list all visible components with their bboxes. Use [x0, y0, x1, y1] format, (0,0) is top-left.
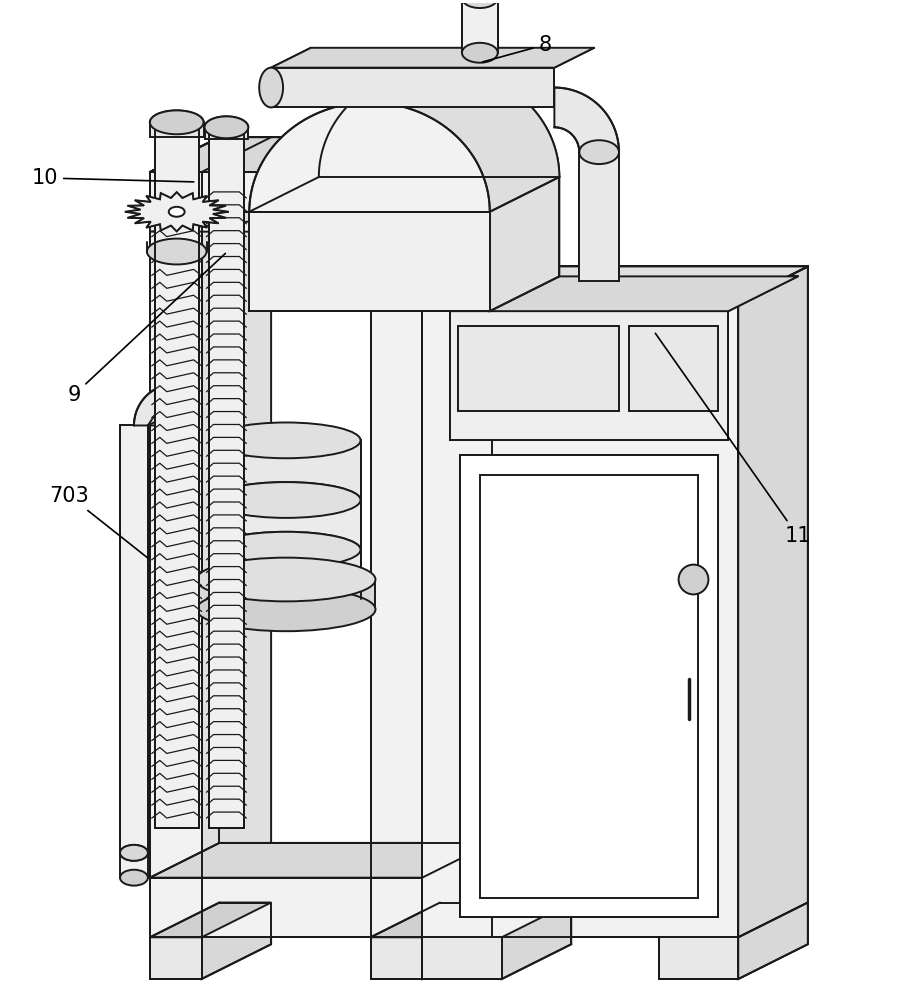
Ellipse shape — [120, 845, 148, 861]
Polygon shape — [422, 843, 492, 937]
Polygon shape — [371, 937, 422, 979]
Polygon shape — [422, 301, 738, 937]
Polygon shape — [450, 276, 798, 311]
Ellipse shape — [462, 43, 497, 63]
Ellipse shape — [211, 482, 361, 518]
Ellipse shape — [205, 116, 248, 138]
Ellipse shape — [149, 110, 204, 134]
Polygon shape — [271, 68, 554, 107]
Polygon shape — [490, 177, 559, 311]
Ellipse shape — [579, 140, 619, 164]
Polygon shape — [134, 384, 176, 425]
Text: 703: 703 — [50, 486, 148, 558]
Polygon shape — [211, 550, 361, 599]
Polygon shape — [450, 311, 728, 440]
Ellipse shape — [205, 116, 248, 138]
Polygon shape — [125, 192, 228, 231]
Polygon shape — [149, 172, 422, 212]
Polygon shape — [208, 127, 245, 828]
Polygon shape — [249, 68, 559, 212]
Polygon shape — [149, 843, 492, 878]
Polygon shape — [422, 903, 492, 979]
Text: 8: 8 — [483, 35, 552, 62]
Polygon shape — [371, 903, 492, 937]
Polygon shape — [271, 48, 594, 68]
Polygon shape — [490, 266, 808, 301]
Polygon shape — [422, 137, 492, 937]
Ellipse shape — [211, 532, 361, 568]
Polygon shape — [371, 172, 422, 937]
Polygon shape — [205, 127, 248, 139]
Polygon shape — [197, 580, 375, 609]
Polygon shape — [149, 122, 204, 137]
Polygon shape — [738, 903, 808, 979]
Ellipse shape — [149, 110, 204, 134]
Polygon shape — [211, 500, 361, 550]
Polygon shape — [579, 152, 619, 281]
Polygon shape — [149, 137, 271, 172]
Ellipse shape — [679, 565, 708, 594]
Polygon shape — [149, 878, 422, 937]
Polygon shape — [211, 440, 361, 500]
Text: 9: 9 — [68, 253, 226, 405]
Polygon shape — [422, 937, 502, 979]
Ellipse shape — [211, 532, 361, 568]
Ellipse shape — [211, 422, 361, 458]
Polygon shape — [502, 903, 572, 979]
Polygon shape — [371, 137, 492, 172]
Ellipse shape — [120, 870, 148, 886]
Ellipse shape — [197, 587, 375, 631]
Polygon shape — [738, 266, 808, 937]
Polygon shape — [155, 122, 198, 828]
Ellipse shape — [120, 845, 148, 861]
Ellipse shape — [197, 558, 375, 601]
Polygon shape — [201, 903, 271, 979]
Text: 10: 10 — [32, 168, 194, 188]
Polygon shape — [149, 172, 201, 937]
Polygon shape — [422, 137, 492, 212]
Polygon shape — [480, 475, 699, 898]
Polygon shape — [458, 326, 619, 411]
Polygon shape — [120, 853, 148, 878]
Ellipse shape — [259, 68, 283, 107]
Polygon shape — [120, 425, 148, 853]
Ellipse shape — [462, 0, 497, 8]
Polygon shape — [460, 455, 718, 917]
Ellipse shape — [211, 581, 361, 617]
Polygon shape — [201, 137, 271, 937]
Polygon shape — [149, 137, 492, 172]
Polygon shape — [149, 903, 271, 937]
Text: 11: 11 — [655, 333, 811, 546]
Polygon shape — [249, 212, 490, 311]
Polygon shape — [149, 937, 201, 979]
Polygon shape — [659, 937, 738, 979]
Polygon shape — [462, 0, 497, 53]
Polygon shape — [422, 266, 808, 301]
Polygon shape — [629, 326, 718, 411]
Ellipse shape — [211, 482, 361, 518]
Polygon shape — [149, 137, 492, 232]
Polygon shape — [554, 88, 619, 152]
Polygon shape — [249, 102, 490, 212]
Ellipse shape — [147, 239, 207, 264]
Ellipse shape — [169, 207, 185, 217]
